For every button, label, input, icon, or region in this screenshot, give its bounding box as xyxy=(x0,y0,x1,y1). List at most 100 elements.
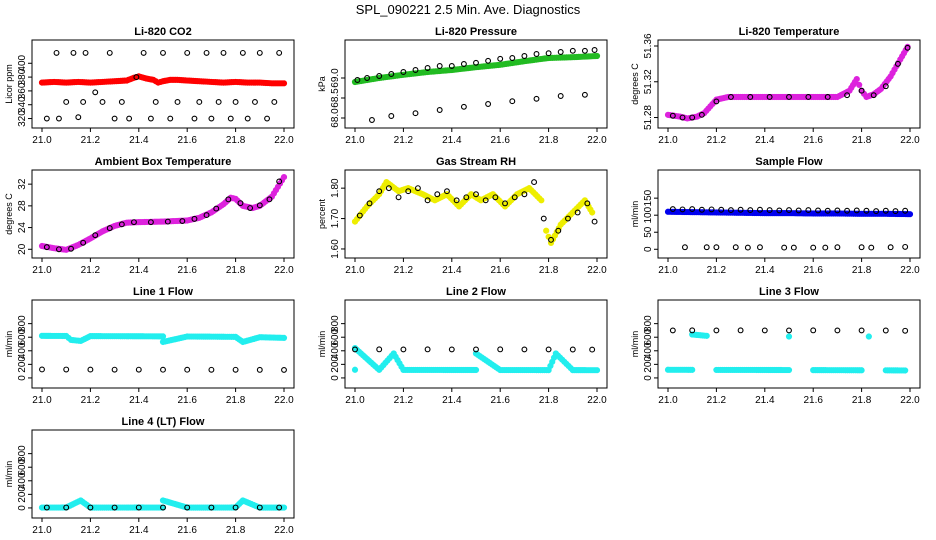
data-point xyxy=(266,196,273,203)
data-point xyxy=(521,53,528,59)
data-point xyxy=(824,207,831,214)
y-tick-label: 200 xyxy=(17,486,28,503)
data-point xyxy=(244,115,251,122)
y-tick-label: 1.60 xyxy=(330,239,341,259)
y-tick-label: 380 xyxy=(17,68,28,85)
data-point xyxy=(703,244,710,251)
data-point xyxy=(376,346,383,353)
x-tick-label: 22.0 xyxy=(587,265,607,276)
data-point xyxy=(757,244,763,251)
data-point xyxy=(822,244,829,251)
x-tick-label: 21.6 xyxy=(803,395,823,406)
x-tick-label: 21.0 xyxy=(32,265,52,276)
chart-title: Li-820 Temperature xyxy=(739,26,840,38)
data-point xyxy=(545,50,552,57)
chart-title: Line 2 Flow xyxy=(446,286,506,298)
data-point xyxy=(473,191,479,198)
x-tick-label: 21.8 xyxy=(539,135,559,146)
data-point xyxy=(858,244,865,251)
data-point xyxy=(565,215,571,222)
data-point xyxy=(444,188,450,195)
data-point xyxy=(679,206,686,213)
data-point xyxy=(99,99,106,105)
data-point xyxy=(591,218,598,225)
plot-frame xyxy=(657,39,921,129)
x-tick-label: 22.0 xyxy=(587,135,607,146)
series-filled xyxy=(351,178,596,246)
data-point xyxy=(679,114,686,121)
figure-title: SPL_090221 2.5 Min. Ave. Diagnostics xyxy=(355,2,581,17)
data-point xyxy=(786,94,792,100)
chart-panel-5: Gas Stream RH percent 21.0 21.2 21.4 21.6 21.8… xyxy=(317,156,608,276)
x-tick-label: 21.2 xyxy=(394,395,414,406)
y-tick-label: 50 xyxy=(643,226,654,238)
data-point xyxy=(815,207,821,214)
data-point xyxy=(856,81,863,88)
x-tick-label: 21.4 xyxy=(442,265,462,276)
data-point xyxy=(906,211,914,218)
data-point xyxy=(460,103,467,110)
series-open xyxy=(669,44,911,121)
y-axis-label: percent xyxy=(317,198,327,229)
data-point xyxy=(424,197,431,204)
data-point xyxy=(882,83,889,90)
series-open xyxy=(354,47,598,123)
data-point xyxy=(256,49,263,56)
x-tick-label: 21.6 xyxy=(177,525,197,536)
data-point xyxy=(853,207,860,214)
series-filled xyxy=(38,73,288,87)
data-point xyxy=(589,209,596,216)
x-tick-label: 21.2 xyxy=(81,265,101,276)
data-point xyxy=(400,69,407,75)
data-point xyxy=(164,218,171,225)
data-point xyxy=(744,244,751,251)
x-tick-label: 21.0 xyxy=(32,135,52,146)
data-point xyxy=(732,244,739,251)
data-point xyxy=(545,346,552,353)
data-point xyxy=(460,61,467,67)
data-point xyxy=(414,185,421,192)
x-tick-label: 21.4 xyxy=(755,265,775,276)
data-point xyxy=(82,49,89,56)
y-axis-label: ml/min xyxy=(4,461,14,488)
data-point xyxy=(126,115,133,122)
y-tick-label: 800 xyxy=(643,315,654,332)
data-point xyxy=(131,219,137,226)
data-point xyxy=(834,327,841,334)
y-axis-label: degrees C xyxy=(4,193,14,235)
x-tick-label: 21.6 xyxy=(490,135,510,146)
plot-frame xyxy=(657,299,921,389)
plot-frame xyxy=(344,169,608,259)
y-tick-label: 1.80 xyxy=(330,178,341,198)
data-point xyxy=(781,244,788,251)
data-point xyxy=(276,178,283,185)
data-point xyxy=(184,49,191,56)
data-point xyxy=(203,212,210,219)
y-tick-label: 800 xyxy=(330,315,341,332)
data-point xyxy=(55,115,62,122)
y-tick-label: 0 xyxy=(643,246,654,252)
y-tick-label: 600 xyxy=(643,328,654,345)
x-tick-label: 21.4 xyxy=(442,395,462,406)
data-point xyxy=(589,346,596,353)
y-axis-label: degrees C xyxy=(630,63,640,105)
x-tick-label: 21.4 xyxy=(442,135,462,146)
data-point xyxy=(280,334,288,341)
data-point xyxy=(593,52,601,60)
data-point xyxy=(133,74,140,81)
data-point xyxy=(87,504,94,511)
data-point xyxy=(215,99,222,105)
data-point xyxy=(364,75,371,81)
data-point xyxy=(713,327,720,334)
data-point xyxy=(354,77,361,83)
data-point xyxy=(698,206,705,213)
data-point xyxy=(388,113,395,119)
x-tick-label: 21.6 xyxy=(177,265,197,276)
data-point xyxy=(256,504,263,511)
y-tick-label: 32 xyxy=(17,178,28,190)
series-cyan xyxy=(38,497,288,511)
x-tick-label: 21.4 xyxy=(129,525,149,536)
y-tick-label: 24 xyxy=(17,222,28,234)
data-point xyxy=(352,346,358,353)
